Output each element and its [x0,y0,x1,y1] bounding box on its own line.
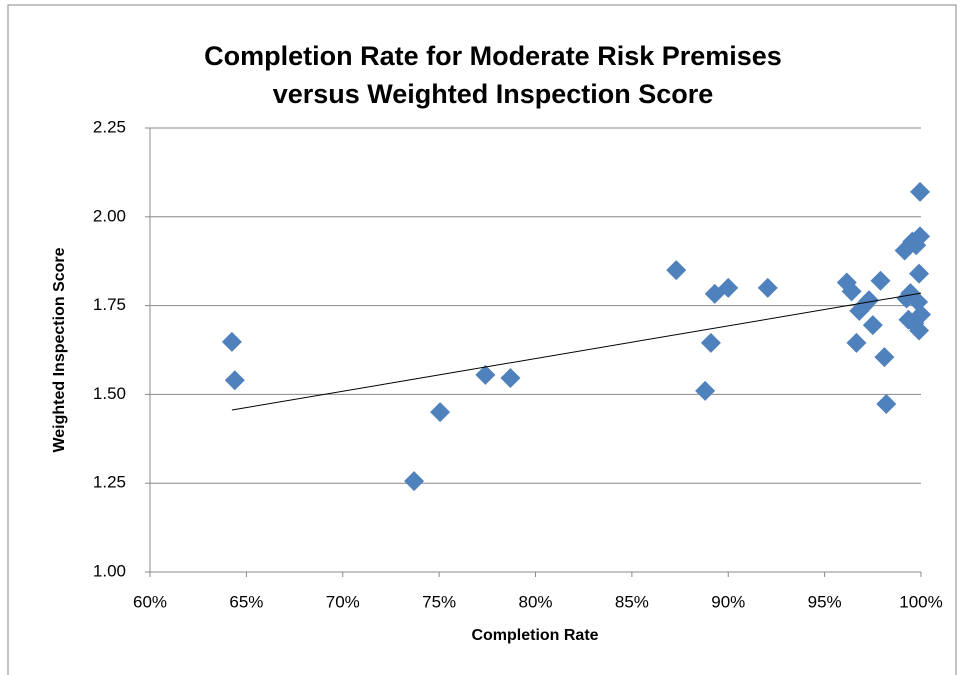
x-tick-label: 85% [615,592,649,611]
point [874,347,895,368]
point [911,304,931,325]
y-axis-title: Weighted Inspection Score [51,247,68,452]
point [909,320,930,341]
trendline [231,292,922,411]
point [224,370,245,391]
point [700,332,721,353]
chart-title: versus Weighted Inspection Score [273,79,714,109]
x-tick-label: 95% [808,592,842,611]
point [500,368,521,389]
point [870,270,891,291]
x-tick-label: 90% [711,592,745,611]
x-tick-label: 65% [229,592,263,611]
point [757,277,778,298]
point [862,315,883,336]
y-tick-label: 2.25 [93,117,126,136]
point [718,277,739,298]
y-tick-label: 2.00 [93,206,126,225]
point [910,181,931,202]
y-tick-label: 1.00 [93,561,126,580]
y-tick-label: 1.25 [93,473,126,492]
point [695,380,716,401]
chart-border [7,4,957,675]
y-tick-label: 1.75 [93,295,126,314]
y-tick-label: 1.50 [93,384,126,403]
x-tick-label: 60% [133,592,167,611]
x-tick-label: 80% [518,592,552,611]
point [221,331,242,352]
point [909,263,930,284]
x-tick-label: 75% [422,592,456,611]
point [846,332,867,353]
point [858,290,879,311]
point [910,226,931,247]
x-tick-label: 100% [899,592,942,611]
point [666,260,687,281]
point [430,402,451,423]
point [475,364,496,385]
point [841,281,862,302]
x-tick-label: 70% [326,592,360,611]
x-axis-title: Completion Rate [471,627,598,644]
chart-title: Completion Rate for Moderate Risk Premis… [204,41,782,71]
point [876,393,897,414]
point [404,471,425,492]
